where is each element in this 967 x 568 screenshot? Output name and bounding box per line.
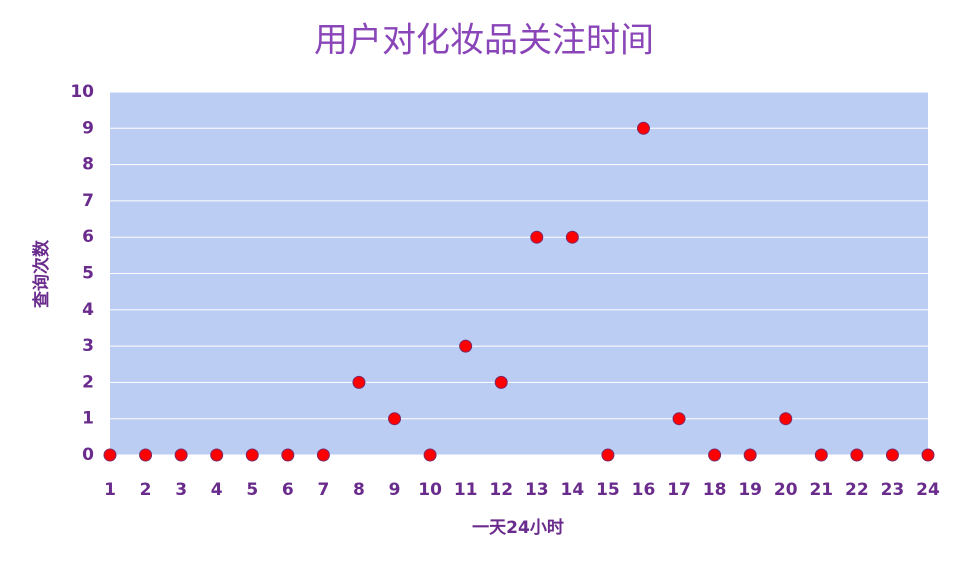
point [601, 448, 615, 462]
x-tick-label: 20 [774, 480, 798, 500]
chart-title: 用户对化妆品关注时间 [314, 21, 654, 61]
x-tick-label: 14 [561, 480, 585, 500]
y-tick-label: 0 [82, 445, 94, 465]
point [494, 375, 508, 389]
x-tick-label: 9 [389, 480, 401, 500]
point [459, 339, 473, 353]
point [352, 375, 366, 389]
x-tick-label: 23 [881, 480, 905, 500]
y-tick-label: 9 [82, 118, 94, 138]
x-tick-label: 13 [525, 480, 549, 500]
point [103, 448, 117, 462]
point [565, 230, 579, 244]
x-tick-label: 18 [703, 480, 727, 500]
point [530, 230, 544, 244]
x-tick-label: 24 [916, 480, 940, 500]
x-tick-label: 3 [175, 480, 187, 500]
x-tick-label: 10 [418, 480, 442, 500]
point [636, 121, 650, 135]
point [743, 448, 757, 462]
y-tick-label: 2 [82, 372, 94, 392]
x-tick-label: 19 [738, 480, 762, 500]
y-tick-label: 6 [82, 227, 94, 247]
point [423, 448, 437, 462]
point [779, 412, 793, 426]
y-tick-label: 4 [82, 300, 94, 320]
point [388, 412, 402, 426]
y-tick-label: 5 [82, 264, 94, 284]
y-tick-label: 7 [82, 191, 94, 211]
point [814, 448, 828, 462]
point [672, 412, 686, 426]
point [921, 448, 935, 462]
point [174, 448, 188, 462]
y-tick-label: 10 [70, 82, 94, 102]
x-tick-label: 7 [317, 480, 329, 500]
x-tick-label: 2 [140, 480, 152, 500]
x-tick-label: 6 [282, 480, 294, 500]
x-tick-label: 16 [632, 480, 656, 500]
point [281, 448, 295, 462]
x-tick-label: 17 [667, 480, 691, 500]
point [885, 448, 899, 462]
point [139, 448, 153, 462]
x-axis-title: 一天24小时 [472, 518, 564, 538]
x-tick-label: 4 [211, 480, 223, 500]
point [708, 448, 722, 462]
y-tick-label: 1 [82, 409, 94, 429]
x-tick-label: 1 [104, 480, 116, 500]
x-tick-label: 15 [596, 480, 620, 500]
point [210, 448, 224, 462]
point [245, 448, 259, 462]
x-tick-label: 5 [246, 480, 258, 500]
y-tick-label: 8 [82, 155, 94, 175]
x-tick-label: 12 [489, 480, 513, 500]
point [316, 448, 330, 462]
x-tick-label: 11 [454, 480, 478, 500]
x-tick-label: 21 [809, 480, 833, 500]
x-tick-label: 22 [845, 480, 869, 500]
x-tick-label: 8 [353, 480, 365, 500]
y-tick-label: 3 [82, 336, 94, 356]
point [850, 448, 864, 462]
y-axis-title: 查询次数 [31, 239, 52, 309]
